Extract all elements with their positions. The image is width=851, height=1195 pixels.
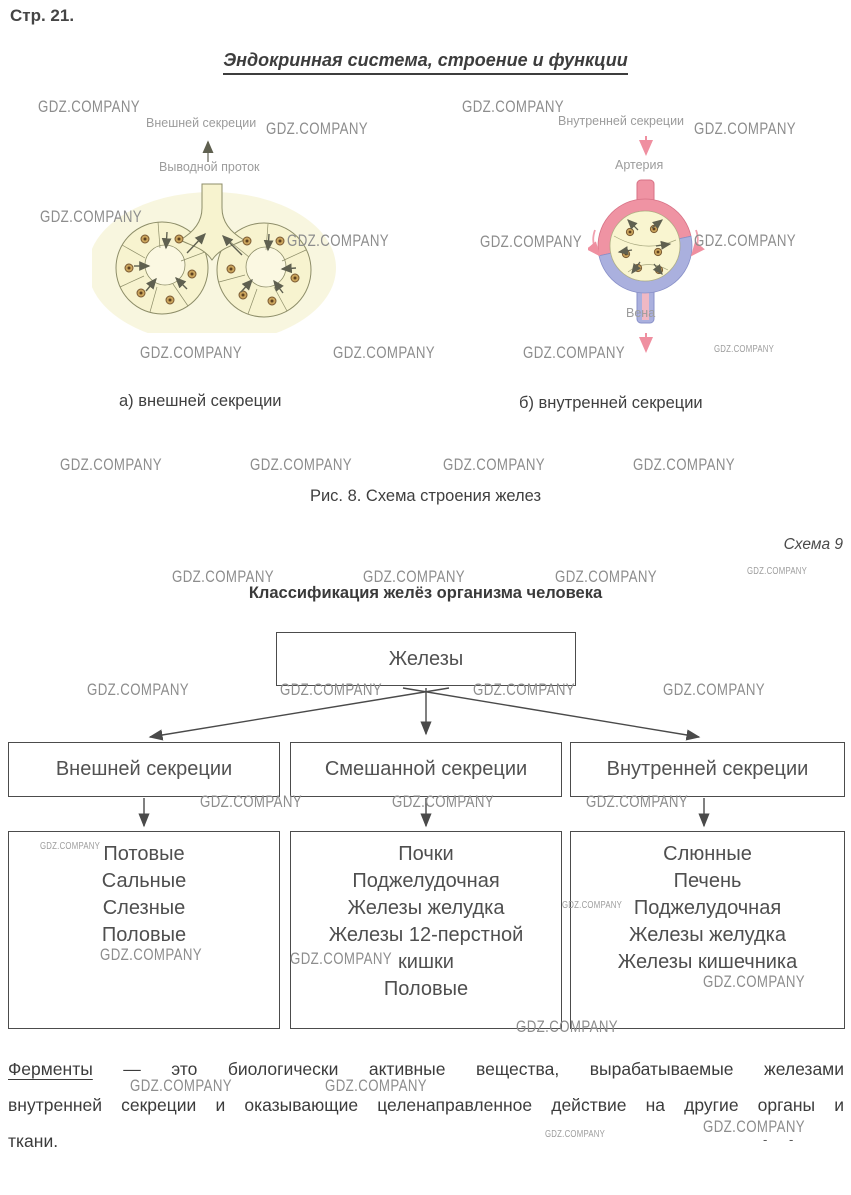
list-item: Железы 12-перстной кишки — [328, 924, 524, 973]
watermark: GDZ.COMPANY — [266, 119, 369, 138]
watermark: GDZ.COMPANY — [172, 567, 275, 586]
watermark: GDZ.COMPANY — [473, 680, 576, 699]
list-item: Потовые — [103, 843, 185, 865]
enzymes-term: Ферменты — [8, 1059, 93, 1079]
watermark: GDZ.COMPANY — [287, 231, 390, 250]
figure-caption: Рис. 8. Схема строения желез — [309, 487, 542, 505]
watermark: GDZ.COMPANY — [200, 792, 303, 811]
list-item: Поджелудочная — [633, 897, 782, 919]
list-item: Слезные — [102, 897, 186, 919]
list-item: Сальные — [101, 870, 187, 892]
watermark: GDZ.COMPANY — [280, 680, 383, 699]
watermark: GDZ.COMPANY — [545, 1129, 606, 1140]
watermark: GDZ.COMPANY — [694, 119, 797, 138]
watermark: GDZ.COMPANY — [480, 232, 583, 251]
watermark: GDZ.COMPANY — [60, 455, 163, 474]
exocrine-top-label: Внешней секреции — [146, 116, 257, 130]
endocrine-gland-diagram — [588, 136, 705, 353]
watermark: GDZ.COMPANY — [523, 343, 626, 362]
watermark: GDZ.COMPANY — [516, 1017, 619, 1036]
list-item: Половые — [101, 924, 187, 946]
watermark: GDZ.COMPANY — [87, 680, 190, 699]
watermark: GDZ.COMPANY — [290, 949, 393, 968]
endocrine-top-label: Внутренней секреции — [558, 114, 685, 128]
list-item: Железы желудка — [347, 897, 505, 919]
artery-label: Артерия — [615, 158, 664, 172]
stray-marks: - - — [763, 1132, 803, 1147]
vein-label: Вена — [626, 306, 656, 320]
watermark: GDZ.COMPANY — [325, 1076, 428, 1095]
list-item: Почки — [398, 843, 454, 865]
watermark: GDZ.COMPANY — [130, 1076, 233, 1095]
page-number-label: Стр. 21. — [10, 6, 75, 25]
figure-caption-a: а) внешней секреции — [119, 392, 282, 410]
list-item: Поджелудочная — [352, 870, 500, 892]
watermark: GDZ.COMPANY — [562, 900, 623, 911]
watermark: GDZ.COMPANY — [40, 207, 143, 226]
watermark: GDZ.COMPANY — [462, 97, 565, 116]
scheme-title: Классификация желёз организма человека — [248, 584, 603, 602]
list-box-external-glands: Потовые Сальные Слезные Половые — [8, 831, 280, 1029]
watermark: GDZ.COMPANY — [100, 945, 203, 964]
watermark: GDZ.COMPANY — [333, 343, 436, 362]
scheme-number: Схема 9 — [783, 536, 843, 553]
list-item: Железы кишечника — [617, 951, 798, 973]
watermark: GDZ.COMPANY — [443, 455, 546, 474]
watermark: GDZ.COMPANY — [40, 841, 101, 852]
watermark: GDZ.COMPANY — [703, 1117, 806, 1136]
branch-box-internal: Внутренней секреции — [570, 742, 845, 797]
list-item: Половые — [383, 978, 469, 1000]
watermark: GDZ.COMPANY — [714, 344, 775, 355]
watermark: GDZ.COMPANY — [663, 680, 766, 699]
watermark: GDZ.COMPANY — [38, 97, 141, 116]
enzymes-paragraph: Ферменты — это биологически активные вещ… — [8, 1059, 844, 1151]
watermark: GDZ.COMPANY — [250, 455, 353, 474]
watermark: GDZ.COMPANY — [140, 343, 243, 362]
branch-box-external: Внешней секреции — [8, 742, 280, 797]
watermark: GDZ.COMPANY — [747, 566, 808, 577]
watermark: GDZ.COMPANY — [633, 455, 736, 474]
gland-cell-nuclei — [124, 234, 300, 306]
watermark: GDZ.COMPANY — [586, 792, 689, 811]
watermark: GDZ.COMPANY — [392, 792, 495, 811]
figure-caption-b: б) внутренней секреции — [519, 394, 703, 412]
page-title: Эндокринная система, строение и функции — [0, 50, 851, 75]
list-item: Слюнные — [663, 843, 752, 865]
duct-label: Выводной проток — [159, 160, 260, 174]
list-box-internal-glands: Слюнные Печень Поджелудочная Железы желу… — [570, 831, 845, 1029]
branch-box-mixed: Смешанной секреции — [290, 742, 562, 797]
list-item: Железы желудка — [629, 924, 786, 946]
watermark: GDZ.COMPANY — [555, 567, 658, 586]
root-box-glands: Железы — [276, 632, 576, 686]
list-item: Печень — [673, 870, 742, 892]
watermark: GDZ.COMPANY — [703, 972, 806, 991]
watermark: GDZ.COMPANY — [694, 231, 797, 250]
exocrine-gland-diagram — [92, 140, 336, 333]
watermark: GDZ.COMPANY — [363, 567, 466, 586]
list-box-mixed-glands: Почки Поджелудочная Железы желудка Желез… — [290, 831, 562, 1029]
